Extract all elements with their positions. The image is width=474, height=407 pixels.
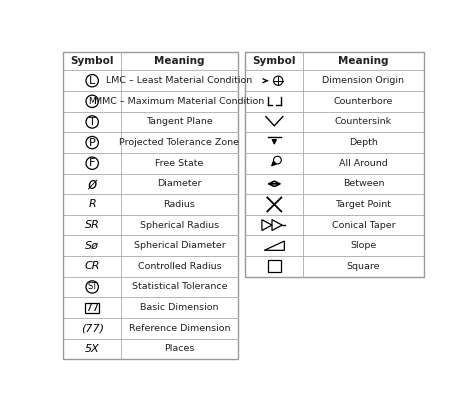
Bar <box>85 302 99 313</box>
Text: MMC – Maximum Material Condition: MMC – Maximum Material Condition <box>94 97 264 106</box>
Text: Controlled Radius: Controlled Radius <box>137 262 221 271</box>
Bar <box>245 52 423 277</box>
Bar <box>268 260 281 273</box>
Text: Meaning: Meaning <box>154 56 205 66</box>
Text: Diameter: Diameter <box>157 179 201 188</box>
Text: Tangent Plane: Tangent Plane <box>146 118 213 127</box>
Text: Reference Dimension: Reference Dimension <box>128 324 230 333</box>
Text: Symbol: Symbol <box>253 56 296 66</box>
Text: All Around: All Around <box>339 159 388 168</box>
Text: Dimension Origin: Dimension Origin <box>322 76 404 85</box>
Text: (77): (77) <box>81 323 104 333</box>
Text: 5X: 5X <box>85 344 100 354</box>
Text: Slope: Slope <box>350 241 376 250</box>
Text: Symbol: Symbol <box>71 56 114 66</box>
Text: F: F <box>89 158 95 168</box>
Text: Statistical Tolerance: Statistical Tolerance <box>132 282 227 291</box>
Text: Places: Places <box>164 344 194 353</box>
Text: SR: SR <box>85 220 100 230</box>
Text: Target Point: Target Point <box>336 200 392 209</box>
Text: M: M <box>88 97 96 106</box>
Text: T: T <box>89 117 96 127</box>
Text: LMC – Least Material Condition: LMC – Least Material Condition <box>106 76 253 85</box>
Text: Radius: Radius <box>164 200 195 209</box>
Text: ST: ST <box>87 282 97 291</box>
Text: Countersink: Countersink <box>335 118 392 127</box>
Text: Square: Square <box>346 262 380 271</box>
Text: Free State: Free State <box>155 159 203 168</box>
Text: CR: CR <box>84 261 100 271</box>
Text: Spherical Diameter: Spherical Diameter <box>134 241 225 250</box>
Bar <box>63 52 237 359</box>
Text: Conical Taper: Conical Taper <box>332 221 395 230</box>
Text: L: L <box>89 76 95 86</box>
Text: Meaning: Meaning <box>338 56 389 66</box>
Text: Spherical Radius: Spherical Radius <box>140 221 219 230</box>
Text: Counterbore: Counterbore <box>334 97 393 106</box>
Text: Basic Dimension: Basic Dimension <box>140 303 219 312</box>
Text: Between: Between <box>343 179 384 188</box>
Text: Projected Tolerance Zone: Projected Tolerance Zone <box>119 138 239 147</box>
Text: Depth: Depth <box>349 138 378 147</box>
Text: P: P <box>89 138 96 148</box>
Text: 77: 77 <box>85 302 100 313</box>
Text: ø: ø <box>88 176 97 191</box>
Text: Sø: Sø <box>85 241 99 251</box>
Text: R: R <box>88 199 96 210</box>
